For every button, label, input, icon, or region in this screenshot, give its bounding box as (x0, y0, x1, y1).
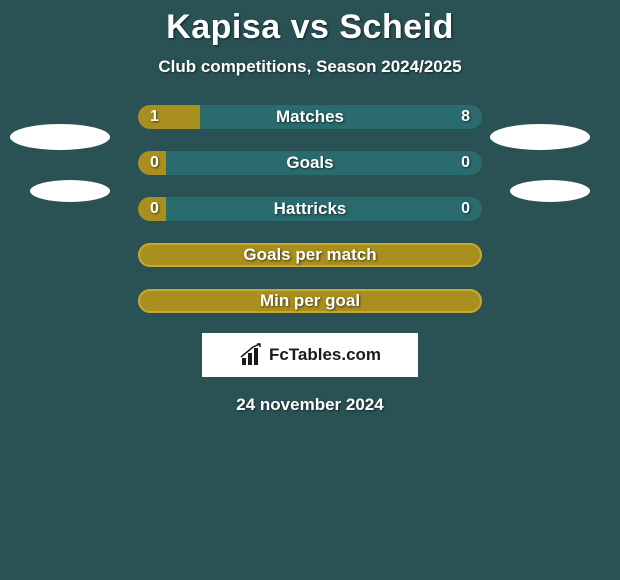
team-left-ellipse-1 (10, 124, 110, 150)
team-left-ellipse-2 (30, 180, 110, 202)
stat-bar: 0 0 Goals (138, 151, 482, 175)
stat-value-left: 0 (150, 200, 159, 218)
stat-value-right: 0 (461, 154, 470, 172)
stat-fill-left (138, 105, 200, 129)
stat-label: Hattricks (274, 199, 347, 219)
stat-label: Goals (286, 153, 333, 173)
stat-label: Min per goal (260, 291, 360, 311)
stat-value-left: 0 (150, 154, 159, 172)
brand-text: FcTables.com (269, 345, 381, 365)
stat-bar: 1 8 Matches (138, 105, 482, 129)
date-label: 24 november 2024 (0, 395, 620, 415)
stat-bar: Min per goal (138, 289, 482, 313)
team-right-ellipse-1 (490, 124, 590, 150)
stat-label: Goals per match (243, 245, 376, 265)
page-title: Kapisa vs Scheid (0, 0, 620, 47)
stat-value-right: 8 (461, 108, 470, 126)
bar-chart-icon (239, 342, 265, 368)
stat-value-right: 0 (461, 200, 470, 218)
stat-value-left: 1 (150, 108, 159, 126)
team-right-ellipse-2 (510, 180, 590, 202)
subtitle: Club competitions, Season 2024/2025 (0, 57, 620, 77)
comparison-widget: Kapisa vs Scheid Club competitions, Seas… (0, 0, 620, 580)
stat-bar: Goals per match (138, 243, 482, 267)
stat-bar: 0 0 Hattricks (138, 197, 482, 221)
stat-label: Matches (276, 107, 344, 127)
brand-box[interactable]: FcTables.com (202, 333, 418, 377)
